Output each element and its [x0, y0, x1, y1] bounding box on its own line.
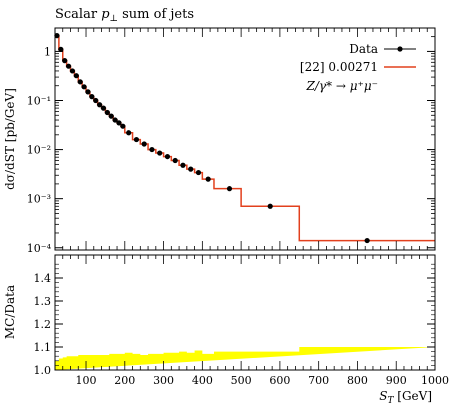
legend-entry-prediction: [22] 0.00271	[300, 60, 378, 74]
ratio-plot-frame	[54, 254, 436, 371]
legend-data-marker	[397, 46, 403, 52]
data-point	[65, 63, 72, 69]
data-point	[104, 109, 110, 116]
ratio-y-axis-label: MC/Data	[3, 285, 17, 339]
ratio-y-tick-label: 1.4	[34, 272, 52, 285]
data-point	[195, 169, 202, 176]
data-point	[172, 157, 178, 164]
data-point	[141, 141, 147, 147]
ratio-y-tick-label: 1.1	[34, 341, 52, 354]
x-tick-label: 300	[153, 374, 174, 387]
data-point	[100, 105, 107, 111]
title-sub: ⊥	[110, 14, 118, 24]
ratio-y-tick-label: 1.3	[34, 295, 52, 308]
ratio-uncertainty-band	[55, 347, 435, 370]
data-point	[85, 89, 91, 95]
x-tick-label: 800	[347, 374, 368, 387]
y-tick-label: 10⁻²	[27, 144, 51, 157]
data-point	[77, 79, 83, 85]
x-tick-label: 500	[231, 374, 252, 387]
prediction-step-line	[55, 34, 435, 242]
data-point	[96, 102, 103, 108]
data-point	[112, 117, 118, 123]
ratio-band	[55, 347, 435, 370]
data-point	[149, 146, 155, 153]
ratio-y-tick-label: 1.0	[34, 364, 52, 377]
x-label-sub: T	[387, 396, 394, 406]
x-tick-label: 200	[114, 374, 135, 387]
title-var: p	[101, 7, 110, 22]
ratio-plot-panel: 1.0 1.1 1.2 1.3 1.4 100 200 300 400 500 600 700 800…	[3, 254, 449, 406]
x-tick-label: 900	[386, 374, 407, 387]
main-plot-panel: 10⁻⁴ 10⁻³ 10⁻² 10⁻¹ 1 dσ/dST [pb/GeV] Data […	[3, 27, 436, 255]
data-point	[267, 203, 273, 209]
x-tick-label: 100	[76, 374, 97, 387]
data-point	[188, 166, 194, 172]
x-label-var: S	[379, 389, 387, 403]
data-point	[126, 130, 132, 136]
data-point	[180, 162, 186, 168]
ratio-y-tick-label: 1.2	[34, 318, 52, 331]
x-tick-label: 700	[308, 374, 329, 387]
data-point	[120, 123, 126, 129]
x-tick-label: 600	[269, 374, 290, 387]
legend-entry-data: Data	[349, 42, 378, 56]
main-plot-frame	[54, 27, 436, 251]
legend-process-label: Z/γ* → μ⁺μ⁻	[305, 79, 378, 93]
data-point	[364, 237, 370, 244]
data-point	[226, 186, 233, 192]
y-tick-label: 1	[44, 45, 51, 58]
y-tick-label: 10⁻⁴	[27, 242, 52, 255]
x-tick-label: 1000	[421, 374, 449, 387]
data-point	[81, 84, 87, 90]
title-part: Scalar	[55, 7, 101, 22]
data-points	[54, 33, 370, 244]
data-point	[133, 136, 140, 143]
legend: Data [22] 0.00271 Z/γ* → μ⁺μ⁻	[300, 42, 416, 93]
chart-title: Scalar p⊥ sum of jets	[55, 7, 194, 24]
main-y-axis-label: dσ/dST [pb/GeV]	[3, 88, 17, 190]
data-point	[89, 94, 95, 100]
x-tick-label: 400	[192, 374, 213, 387]
data-point	[73, 73, 79, 79]
prediction-histogram	[55, 34, 435, 242]
data-point	[108, 113, 114, 119]
x-axis-label: ST [GeV]	[379, 389, 432, 406]
data-point	[116, 120, 122, 126]
x-label-unit: [GeV]	[393, 389, 432, 403]
data-point	[62, 58, 68, 64]
data-point	[93, 97, 99, 104]
data-point	[164, 153, 171, 160]
y-tick-label: 10⁻¹	[27, 95, 51, 108]
data-point	[205, 176, 211, 182]
data-point	[157, 150, 163, 156]
title-part: sum of jets	[118, 7, 194, 22]
data-point	[58, 46, 64, 52]
data-point	[69, 68, 76, 74]
y-tick-label: 10⁻³	[27, 193, 51, 206]
